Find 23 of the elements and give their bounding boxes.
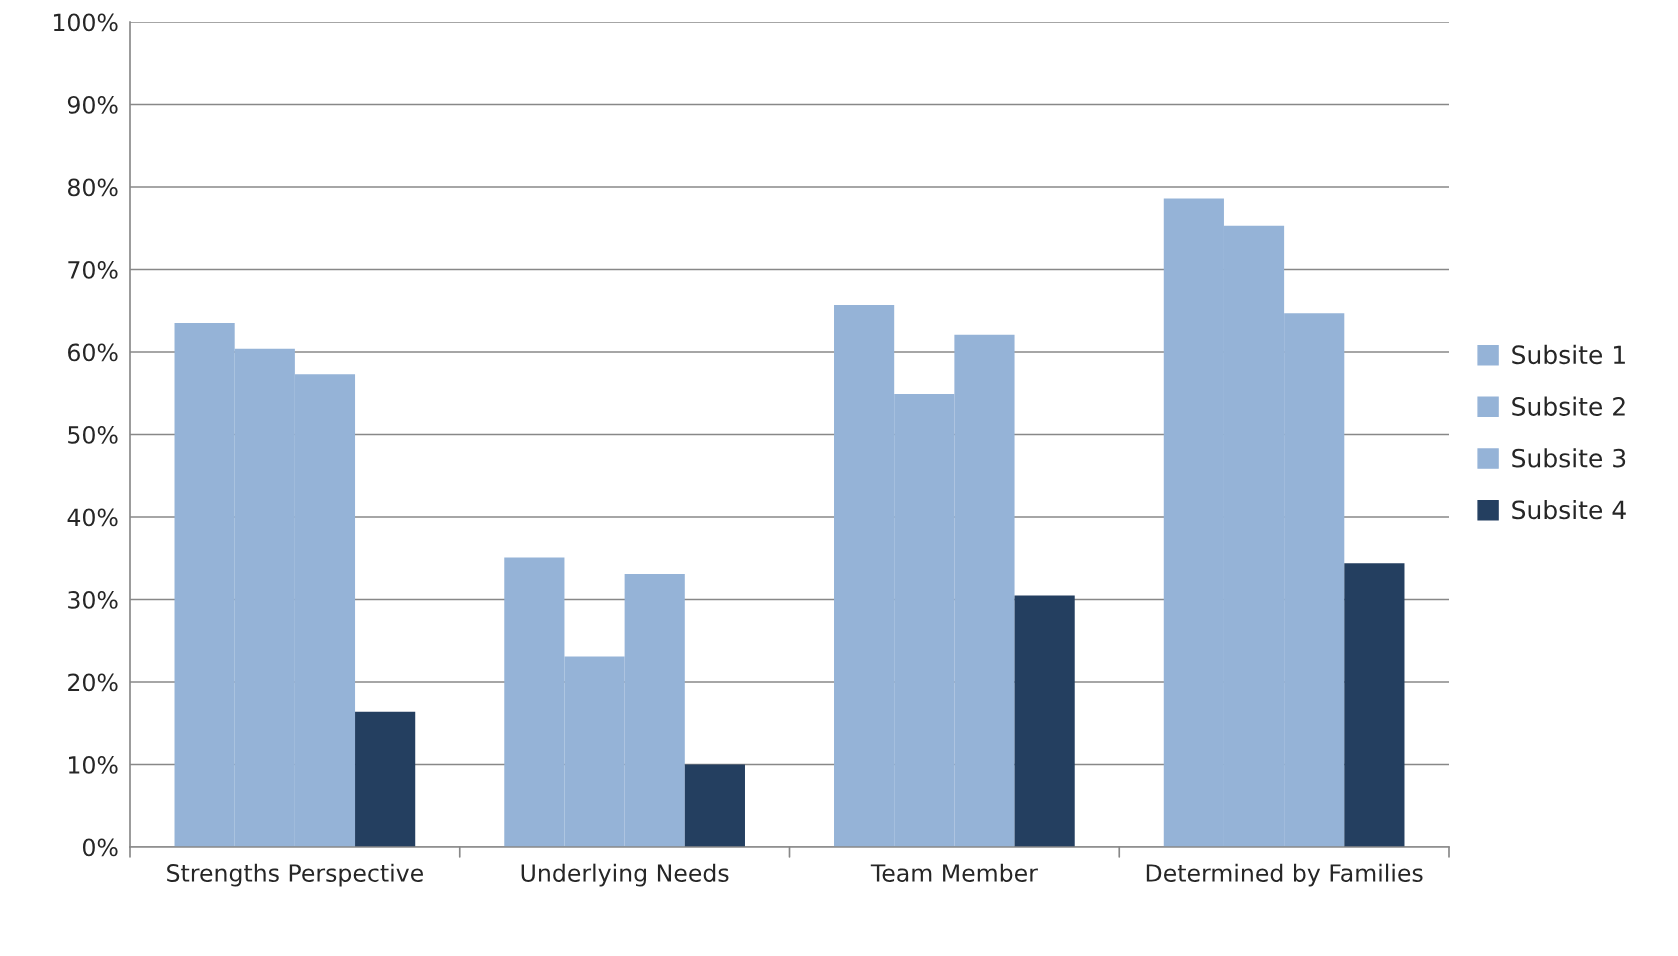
bar [1014, 595, 1075, 847]
x-tick-label: Underlying Needs [521, 863, 729, 887]
x-tick-label: Determined by Families [1146, 863, 1423, 887]
y-tick-label: 100% [53, 13, 118, 32]
x-tick-label: Team Member [870, 863, 1038, 882]
y-tick-label: 10% [69, 755, 118, 774]
legend-label: Subsite 3 [1512, 448, 1626, 468]
legend-label: Subsite 2 [1512, 396, 1625, 416]
bar [355, 711, 416, 847]
y-tick-label: 60% [68, 343, 118, 362]
legend-label: Subsite 4 [1512, 499, 1626, 520]
x-tick-label: Strengths Perspective [167, 863, 423, 887]
bar [1344, 563, 1405, 847]
y-tick-label: 40% [67, 508, 118, 527]
y-tick-label: 90% [67, 95, 118, 114]
y-tick-label: 50% [68, 425, 118, 444]
y-tick-label: 20% [68, 673, 118, 692]
bar [684, 764, 745, 847]
y-tick-label: 30% [68, 590, 118, 609]
y-tick-label: 0% [82, 838, 118, 857]
y-tick-label: 80% [68, 178, 118, 197]
legend-label: Subsite 1 [1512, 344, 1625, 365]
y-tick-label: 70% [68, 260, 118, 279]
